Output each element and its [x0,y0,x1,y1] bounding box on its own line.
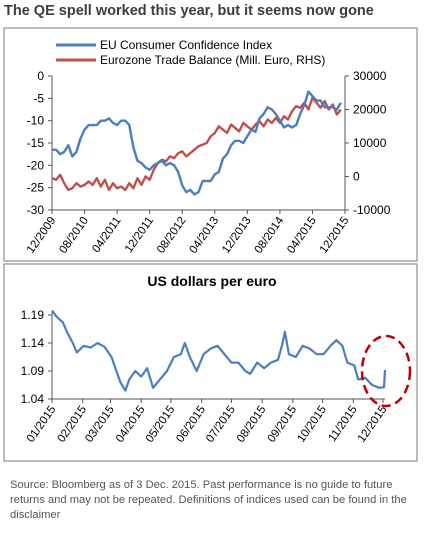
bottom-axes [48,311,385,403]
left-tick-label: -20 [27,158,45,172]
right-tick-label: 10000 [353,136,387,150]
top-panel: EU Consumer Confidence Index Eurozone Tr… [3,27,418,262]
series-line-usd-per-euro [51,309,387,392]
series-line-consumer-confidence [52,90,342,196]
highlight-circle [360,334,412,408]
bottom-panel: US dollars per euro 1.191.141.091.0401/2… [3,263,418,462]
y-tick-label: 1.19 [21,308,45,322]
left-tick-label: -30 [27,203,45,217]
series-line-trade-balance [51,96,342,192]
y-tick-label: 1.09 [21,364,45,378]
y-tick-label: 1.04 [21,392,45,406]
left-tick-label: -5 [33,91,44,105]
top-series [51,90,342,196]
bottom-series [51,309,387,392]
top-legend: EU Consumer Confidence Index Eurozone Tr… [56,38,325,67]
legend-label-trade: Eurozone Trade Balance (Mill. Euro, RHS) [100,53,325,67]
y-tick-label: 1.14 [21,336,45,350]
top-panel-border [3,27,418,262]
left-tick-label: 0 [37,69,44,83]
chart-frame: EU Consumer Confidence Index Eurozone Tr… [0,24,425,464]
left-tick-label: -25 [27,181,45,195]
right-tick-label: 0 [353,170,360,184]
right-tick-label: 30000 [353,69,387,83]
left-tick-label: -10 [27,114,45,128]
legend-label-confidence: EU Consumer Confidence Index [100,38,272,52]
chart-title: The QE spell worked this year, but it se… [4,3,374,19]
left-tick-label: -15 [27,136,45,150]
chart-canvas: EU Consumer Confidence Index Eurozone Tr… [3,27,418,462]
bottom-chart-title: US dollars per euro [147,273,276,289]
source-note: Source: Bloomberg as of 3 Dec. 2015. Pas… [10,479,407,521]
right-tick-label: -10000 [353,203,391,217]
right-tick-label: 20000 [353,103,387,117]
top-axes [48,75,349,214]
